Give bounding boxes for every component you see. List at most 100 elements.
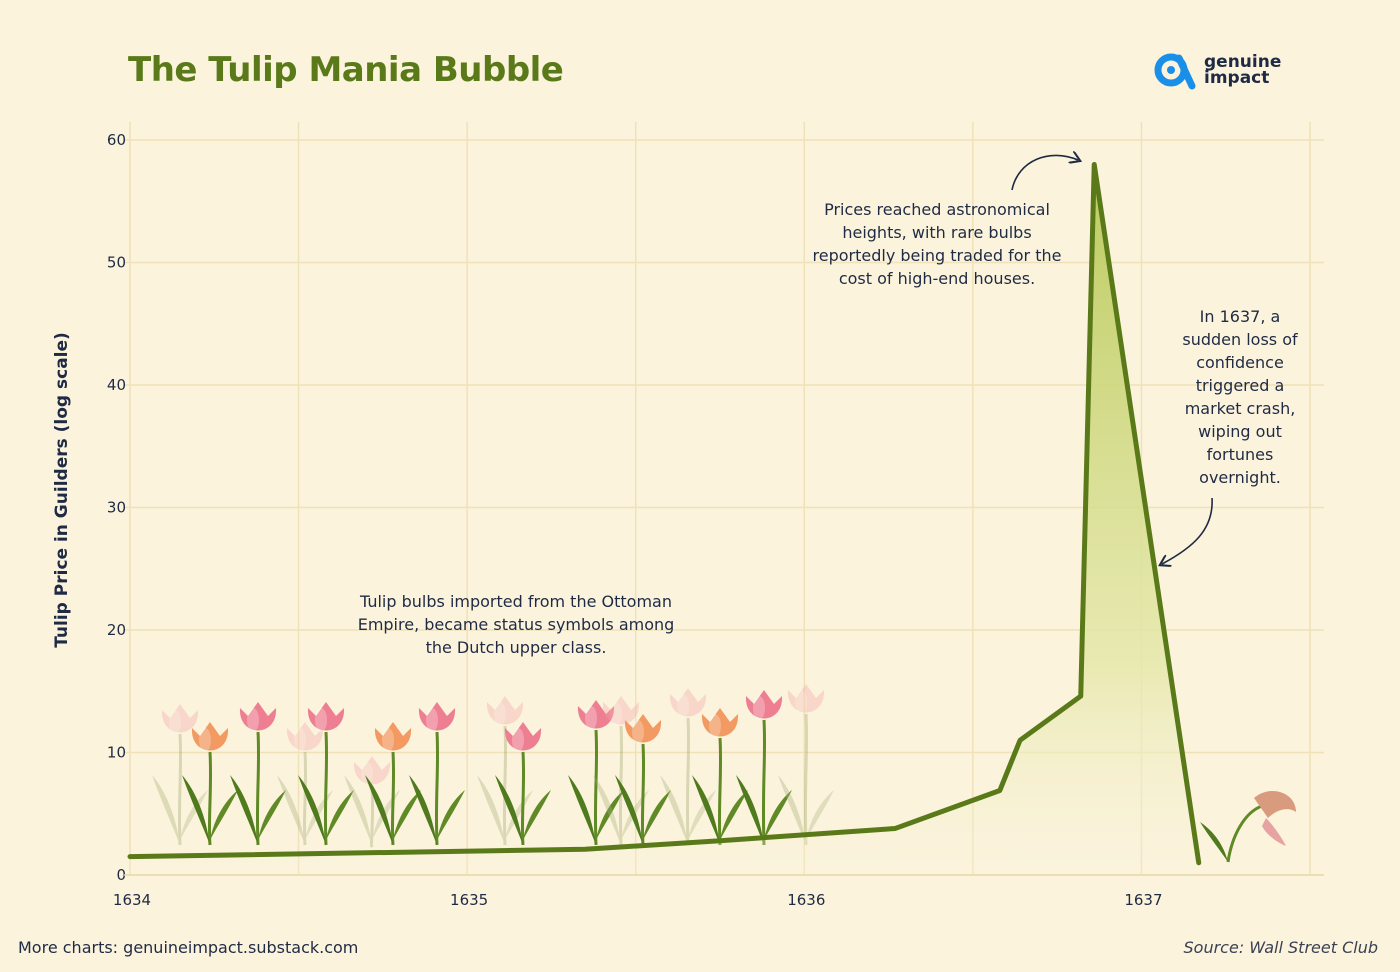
tulip-highlight — [610, 702, 622, 726]
brand-name-line1: genuine — [1204, 52, 1282, 72]
tulip-highlight — [585, 706, 597, 730]
annotation-peak: Prices reached astronomical heights, wit… — [812, 200, 1062, 288]
tulip-leaf — [593, 775, 621, 845]
tulip-highlight — [315, 708, 327, 732]
y-tick-label: 50 — [107, 254, 126, 272]
y-tick-label: 10 — [107, 744, 126, 762]
tulip-flower — [495, 722, 551, 846]
more-charts-credit: More charts: genuineimpact.substack.com — [18, 938, 359, 957]
tulip-highlight — [169, 710, 181, 734]
y-tick-label: 60 — [107, 131, 126, 149]
source-credit: Source: Wall Street Club — [1183, 938, 1378, 957]
tulip-petal — [286, 722, 324, 751]
tulip-leaf — [477, 775, 505, 845]
tulip-stem — [593, 729, 599, 846]
tulip-stem — [323, 731, 329, 846]
tulip-leaf — [806, 790, 834, 840]
tulip-petal — [307, 702, 345, 731]
tulip-stem — [207, 751, 213, 846]
tulip-highlight — [709, 714, 721, 738]
tulip-petal — [504, 722, 542, 751]
chart-title: The Tulip Mania Bubble — [128, 50, 564, 90]
tulip-flower — [778, 684, 834, 846]
peak-arrow — [1011, 155, 1078, 191]
tulip-stem — [685, 717, 691, 846]
tulip-flower — [615, 714, 671, 846]
tulip-highlight — [753, 696, 765, 720]
tulip-petal — [191, 722, 229, 751]
tulip-petal — [745, 690, 783, 719]
tulip-flower — [409, 702, 465, 846]
tulip-leaf — [764, 790, 792, 840]
tulip-stem — [640, 743, 646, 846]
tulip-stem — [618, 725, 624, 846]
tulip-flower — [365, 722, 421, 846]
tulip-leaf — [596, 790, 624, 840]
tulip-leaf — [344, 775, 372, 845]
tulip-petal — [418, 702, 456, 731]
tulip-leaf — [326, 790, 354, 840]
tulip-petal — [353, 756, 391, 785]
wilted-tulip — [1200, 790, 1296, 863]
annotation-crash: In 1637, a sudden loss of confidence tri… — [1182, 307, 1298, 487]
tulip-leaf — [568, 775, 596, 845]
wilted-petal — [1254, 790, 1296, 818]
x-tick-label: 1635 — [450, 891, 488, 909]
tulip-leaf — [230, 775, 258, 845]
tulip-petal — [239, 702, 277, 731]
tulip-stem — [520, 751, 526, 846]
tulip-highlight — [199, 728, 211, 752]
tulip-petal — [701, 708, 739, 737]
x-tick-label: 1637 — [1124, 891, 1162, 909]
tulip-flower — [660, 688, 716, 846]
tulip-leaf — [210, 790, 238, 840]
y-tick-label: 30 — [107, 499, 126, 517]
tulip-leaf — [180, 790, 208, 840]
tulip-leaf — [152, 775, 180, 845]
tulip-flower — [152, 704, 208, 846]
fallen-petal — [1262, 818, 1286, 846]
price-area-fill — [130, 164, 1199, 875]
tulip-flower — [230, 702, 286, 846]
tulip-leaf — [495, 775, 523, 845]
tulip-highlight — [382, 728, 394, 752]
tulip-stem — [369, 785, 375, 848]
tulip-flower — [182, 722, 238, 846]
x-tick-label: 1636 — [787, 891, 825, 909]
tulip-highlight — [795, 690, 807, 714]
tulip-stem — [761, 719, 767, 846]
tulip-leaf — [778, 775, 806, 845]
tulip-leaf — [277, 775, 305, 845]
tulip-leaf — [720, 790, 748, 840]
y-tick-label: 20 — [107, 621, 126, 639]
tulip-leaf — [1200, 822, 1228, 862]
tulip-highlight — [361, 762, 373, 786]
tulip-leaf — [688, 790, 716, 840]
axes: 0 10 20 30 40 50 60 1634 1635 1636 1637 — [107, 131, 1324, 909]
x-tick-label: 1634 — [113, 891, 151, 909]
y-tick-label: 40 — [107, 376, 126, 394]
tulip-flower — [736, 690, 792, 846]
tulip-petal — [161, 704, 199, 733]
tulip-flower — [298, 702, 354, 846]
crash-arrow — [1162, 497, 1213, 564]
tulip-leaf — [660, 775, 688, 845]
tulip-leaf — [182, 775, 210, 845]
tulip-stem — [717, 737, 723, 846]
tulip-leaf — [643, 790, 671, 840]
tulip-leaf — [505, 790, 533, 840]
tulip-leaf — [736, 775, 764, 845]
tulip-stem — [177, 733, 183, 846]
tulip-petal — [577, 700, 615, 729]
tulip-highlight — [632, 720, 644, 744]
tulip-leaf — [258, 790, 286, 840]
genuine-impact-logo-icon — [1154, 53, 1196, 90]
tulip-highlight — [494, 702, 506, 726]
tulip-highlight — [677, 694, 689, 718]
price-area — [127, 162, 1202, 875]
wilted-stem — [1226, 804, 1263, 863]
tulip-leaf — [692, 775, 720, 845]
tulip-leaf — [365, 775, 393, 845]
